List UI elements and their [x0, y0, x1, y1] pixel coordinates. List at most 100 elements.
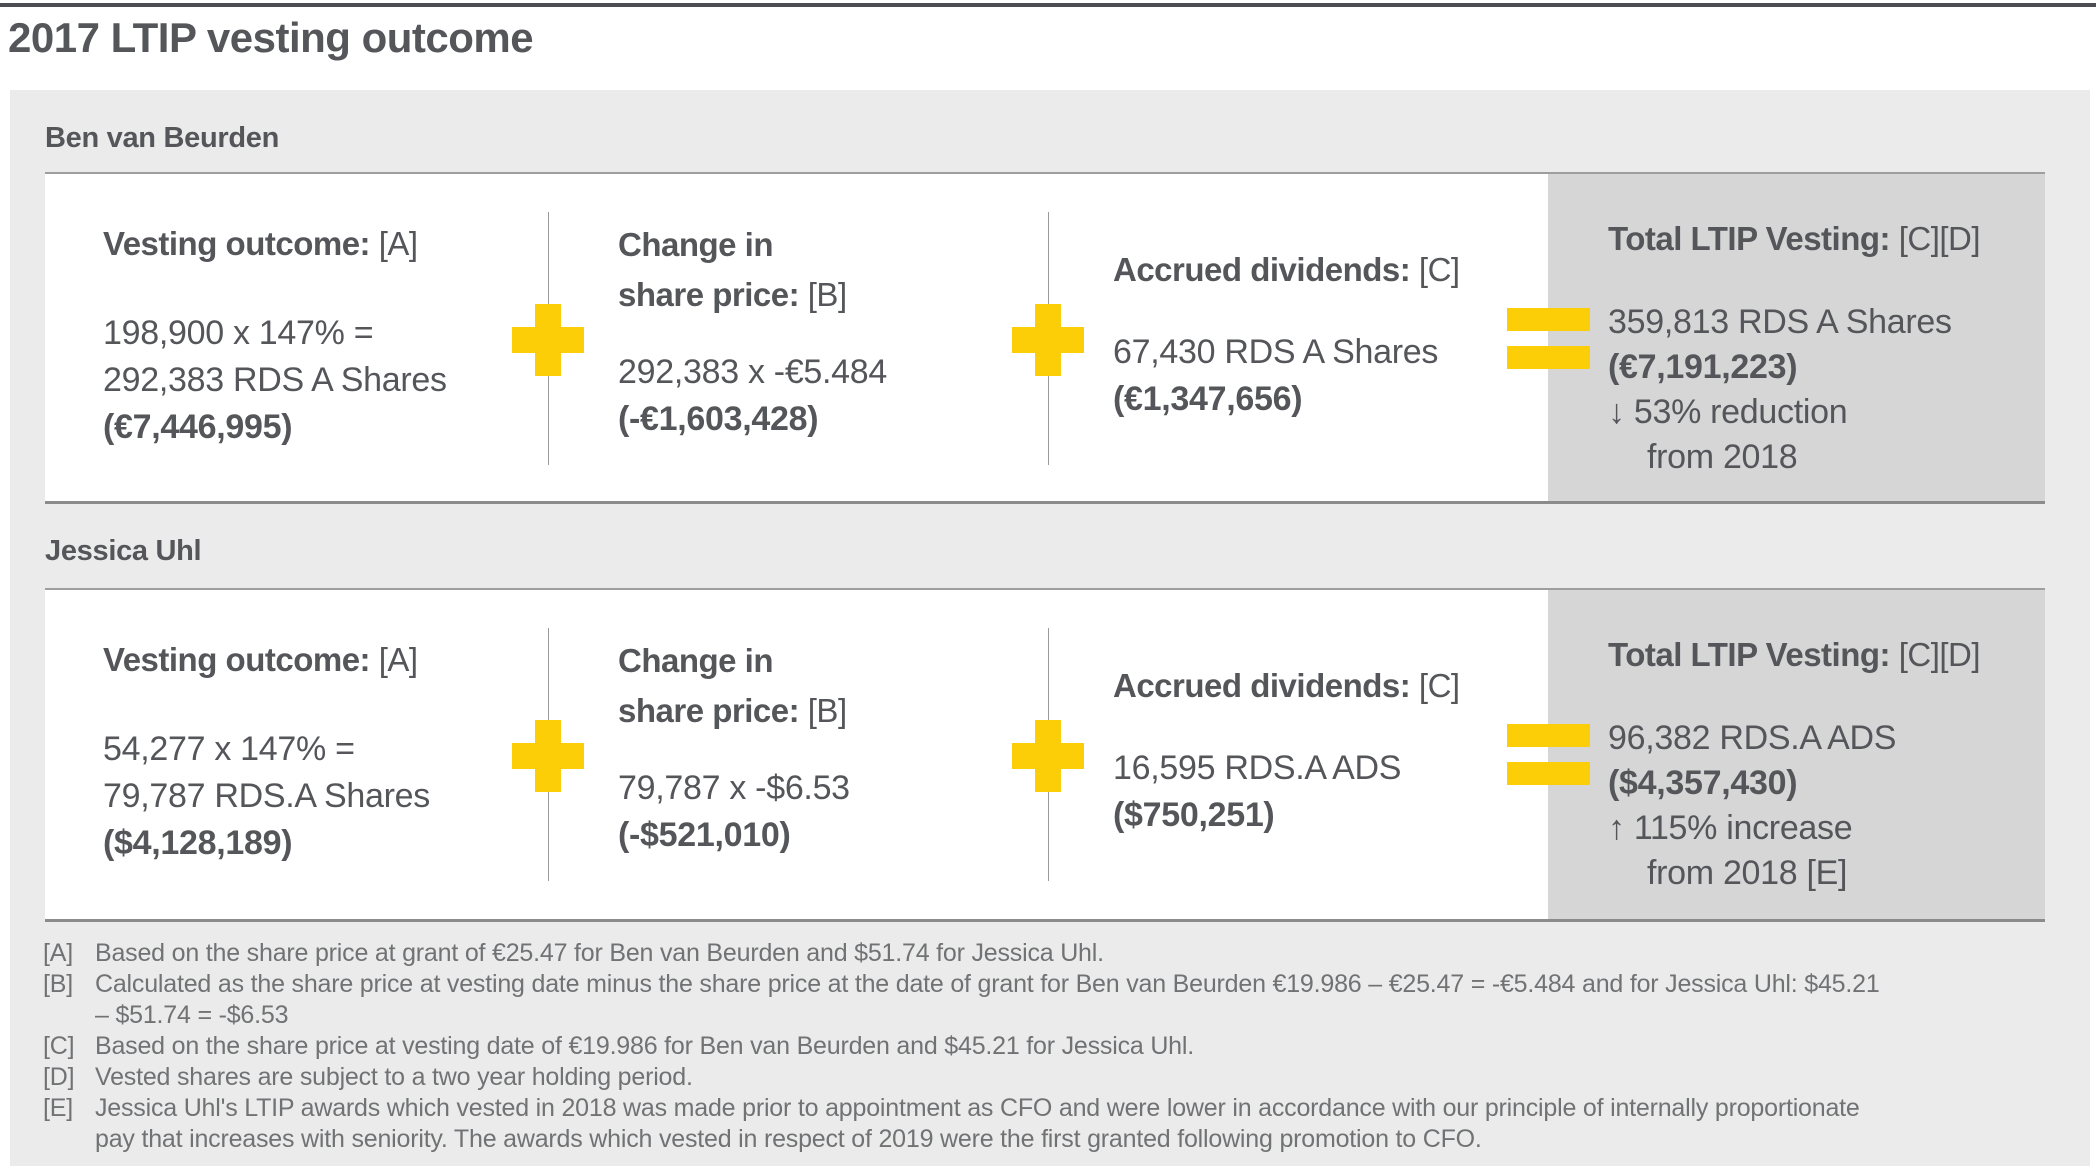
amount-line: (-$521,010) [618, 816, 791, 854]
change-text-line2: from 2018 [E] [1647, 854, 1848, 892]
footnote-item: [E] Jessica Uhl's LTIP awards which vest… [43, 1093, 2083, 1155]
calc-line: 292,383 RDS A Shares [103, 361, 447, 399]
vesting-outcome-heading: Vesting outcome: [A] [103, 224, 533, 264]
total-change-line: ↑ 115% increase [1608, 806, 2045, 851]
footnotes: [A] Based on the share price at grant of… [43, 938, 2083, 1155]
equals-icon [1507, 724, 1590, 800]
change-text: 53% reduction [1633, 393, 1848, 431]
calc-line: 79,787 RDS.A Shares [103, 777, 430, 815]
calc-line: 79,787 x -$6.53 [618, 769, 850, 807]
heading-text: share price: [618, 692, 800, 729]
person-name-jessica-uhl: Jessica Uhl [45, 535, 202, 567]
change-heading: Change in share price: [B] [618, 220, 1028, 320]
calc-line: 198,900 x 147% = [103, 314, 374, 352]
footnote-ref: [C] [1418, 667, 1460, 704]
total-values: 359,813 RDS A Shares (€7,191,223) ↓ 53% … [1608, 300, 2045, 480]
total-ltip-vesting-block: Total LTIP Vesting: [C][D] 359,813 RDS A… [1548, 174, 2045, 501]
dividends-heading: Accrued dividends: [C] [1113, 666, 1533, 706]
footnote-label: [B] [43, 970, 73, 998]
heading-text: Total LTIP Vesting: [1608, 636, 1891, 673]
heading-text: Total LTIP Vesting: [1608, 220, 1891, 257]
dividends-values: 16,595 RDS.A ADS ($750,251) [1113, 745, 1533, 839]
footnote-label: [D] [43, 1063, 75, 1091]
footnote-ref: [C][D] [1898, 220, 1981, 257]
equals-bar [1507, 308, 1590, 331]
heading-text: Accrued dividends: [1113, 251, 1411, 288]
footnote-ref: [B] [807, 692, 847, 729]
dividends-values: 67,430 RDS A Shares (€1,347,656) [1113, 329, 1533, 423]
vesting-outcome-heading: Vesting outcome: [A] [103, 640, 533, 680]
accrued-dividends-block: Accrued dividends: [C] 16,595 RDS.A ADS … [1113, 666, 1533, 839]
footnote-item: [B] Calculated as the share price at ves… [43, 969, 2083, 1031]
top-divider-rule [0, 3, 2096, 7]
equals-bar [1507, 346, 1590, 369]
equals-bar [1507, 762, 1590, 785]
footnote-text: Vested shares are subject to a two year … [95, 1063, 693, 1091]
vesting-outcome-values: 54,277 x 147% = 79,787 RDS.A Shares ($4,… [103, 726, 533, 867]
vesting-outcome-values: 198,900 x 147% = 292,383 RDS A Shares (€… [103, 310, 533, 451]
amount-line: ($4,357,430) [1608, 764, 1798, 802]
calc-line: 292,383 x -€5.484 [618, 353, 888, 391]
calc-line: 16,595 RDS.A ADS [1113, 749, 1402, 787]
change-heading: Change in share price: [B] [618, 636, 1028, 736]
trend-arrow-icon: ↑ [1608, 809, 1625, 847]
accrued-dividends-block: Accrued dividends: [C] 67,430 RDS A Shar… [1113, 250, 1533, 423]
content-panel: Ben van Beurden Vesting outcome: [A] 198… [10, 90, 2090, 1166]
total-shares-line: 96,382 RDS.A ADS [1608, 719, 1897, 757]
change-text-line2: from 2018 [1647, 438, 1798, 476]
footnote-text: Calculated as the share price at vesting… [95, 970, 1880, 1029]
change-values: 79,787 x -$6.53 (-$521,010) [618, 765, 1028, 859]
amount-line: (€1,347,656) [1113, 380, 1303, 418]
change-in-share-price-block: Change in share price: [B] 79,787 x -$6.5… [618, 636, 1028, 859]
total-values: 96,382 RDS.A ADS ($4,357,430) ↑ 115% inc… [1608, 716, 2045, 896]
heading-text: share price: [618, 276, 800, 313]
footnote-item: [D] Vested shares are subject to a two y… [43, 1062, 2083, 1093]
trend-arrow-icon: ↓ [1608, 393, 1625, 431]
page-title: 2017 LTIP vesting outcome [8, 14, 534, 61]
footnote-text: Based on the share price at grant of €25… [95, 939, 1104, 967]
equals-bar [1507, 724, 1590, 747]
footnote-text: Based on the share price at vesting date… [95, 1032, 1194, 1060]
total-ltip-vesting-block: Total LTIP Vesting: [C][D] 96,382 RDS.A … [1548, 590, 2045, 919]
amount-line: (€7,191,223) [1608, 348, 1798, 386]
change-text: 115% increase [1633, 809, 1853, 847]
footnote-ref: [B] [807, 276, 847, 313]
plus-icon [512, 304, 584, 376]
calc-line: 67,430 RDS A Shares [1113, 333, 1439, 371]
equals-icon [1507, 308, 1590, 384]
amount-line: (€7,446,995) [103, 408, 293, 446]
amount-line: ($750,251) [1113, 796, 1275, 834]
footnote-item: [A] Based on the share price at grant of… [43, 938, 2083, 969]
heading-text: Vesting outcome: [103, 641, 371, 678]
heading-text: Accrued dividends: [1113, 667, 1411, 704]
calculation-card-ben: Vesting outcome: [A] 198,900 x 147% = 29… [45, 172, 2045, 504]
dividends-heading: Accrued dividends: [C] [1113, 250, 1533, 290]
change-in-share-price-block: Change in share price: [B] 292,383 x -€5.… [618, 220, 1028, 443]
vesting-outcome-block: Vesting outcome: [A] 54,277 x 147% = 79,… [103, 640, 533, 867]
footnote-item: [C] Based on the share price at vesting … [43, 1031, 2083, 1062]
footnote-label: [E] [43, 1094, 73, 1122]
plus-icon [512, 720, 584, 792]
heading-text: Vesting outcome: [103, 225, 371, 262]
footnote-label: [C] [43, 1032, 75, 1060]
footnote-ref: [A] [378, 641, 418, 678]
plus-icon [1012, 720, 1084, 792]
footnote-ref: [A] [378, 225, 418, 262]
amount-line: (-€1,603,428) [618, 400, 819, 438]
heading-text: Change in [618, 226, 774, 263]
total-heading: Total LTIP Vesting: [C][D] [1608, 635, 2045, 675]
total-shares-line: 359,813 RDS A Shares [1608, 303, 1952, 341]
calculation-card-jessica: Vesting outcome: [A] 54,277 x 147% = 79,… [45, 588, 2045, 922]
heading-text: Change in [618, 642, 774, 679]
footnote-ref: [C][D] [1898, 636, 1981, 673]
vesting-outcome-block: Vesting outcome: [A] 198,900 x 147% = 29… [103, 224, 533, 451]
footnote-label: [A] [43, 939, 73, 967]
total-heading: Total LTIP Vesting: [C][D] [1608, 219, 2045, 259]
footnote-ref: [C] [1418, 251, 1460, 288]
amount-line: ($4,128,189) [103, 824, 293, 862]
plus-icon [1012, 304, 1084, 376]
footnote-text: Jessica Uhl's LTIP awards which vested i… [95, 1094, 1860, 1153]
total-change-line: ↓ 53% reduction [1608, 390, 2045, 435]
calc-line: 54,277 x 147% = [103, 730, 355, 768]
